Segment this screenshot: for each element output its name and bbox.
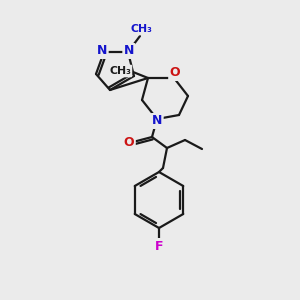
Text: N: N [152, 115, 162, 128]
Text: O: O [124, 136, 134, 149]
Text: CH₃: CH₃ [109, 66, 131, 76]
Text: N: N [124, 44, 134, 58]
Text: N: N [97, 44, 107, 58]
Text: O: O [170, 67, 180, 80]
Text: F: F [155, 239, 163, 253]
Text: CH₃: CH₃ [130, 24, 152, 34]
